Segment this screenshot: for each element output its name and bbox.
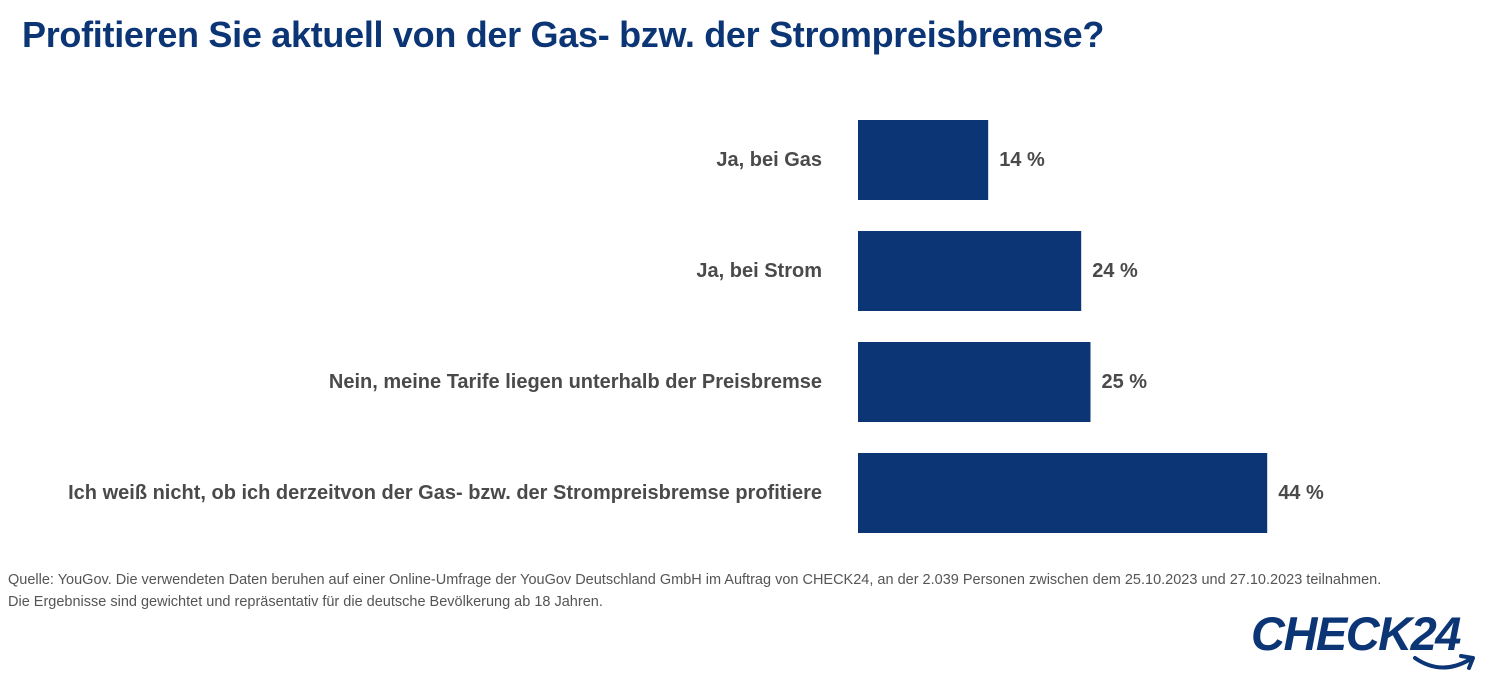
bar-3 [858,342,1091,422]
logo-text: CHECK24 [1251,607,1461,660]
logo-swoosh-icon [1413,654,1475,670]
category-label-4: Ich weiß nicht, ob ich derzeitvon der Ga… [68,482,822,504]
value-label-3: 25 % [1102,371,1148,393]
bar-2 [858,231,1082,311]
chart-title: Profitieren Sie aktuell von der Gas- bzw… [22,14,1105,55]
bar-4 [858,453,1268,533]
value-label-2: 24 % [1092,260,1138,282]
source-note: Quelle: YouGov. Die verwendeten Daten be… [8,569,1381,613]
check24-logo: CHECK24 [1251,608,1487,674]
bar-1 [858,120,989,200]
source-line-1: Quelle: YouGov. Die verwendeten Daten be… [8,572,1382,588]
value-label-1: 14 % [999,149,1045,171]
bar-chart: Ja, bei Gas 14 % Ja, bei Strom 24 % Nein, me… [68,120,1324,533]
category-label-3: Nein, meine Tarife liegen unterhalb der … [329,371,822,393]
category-label-2: Ja, bei Strom [696,260,822,282]
source-line-2: Die Ergebnisse sind gewichtet und repräs… [8,594,603,610]
value-label-4: 44 % [1278,482,1324,504]
category-label-1: Ja, bei Gas [716,149,822,171]
